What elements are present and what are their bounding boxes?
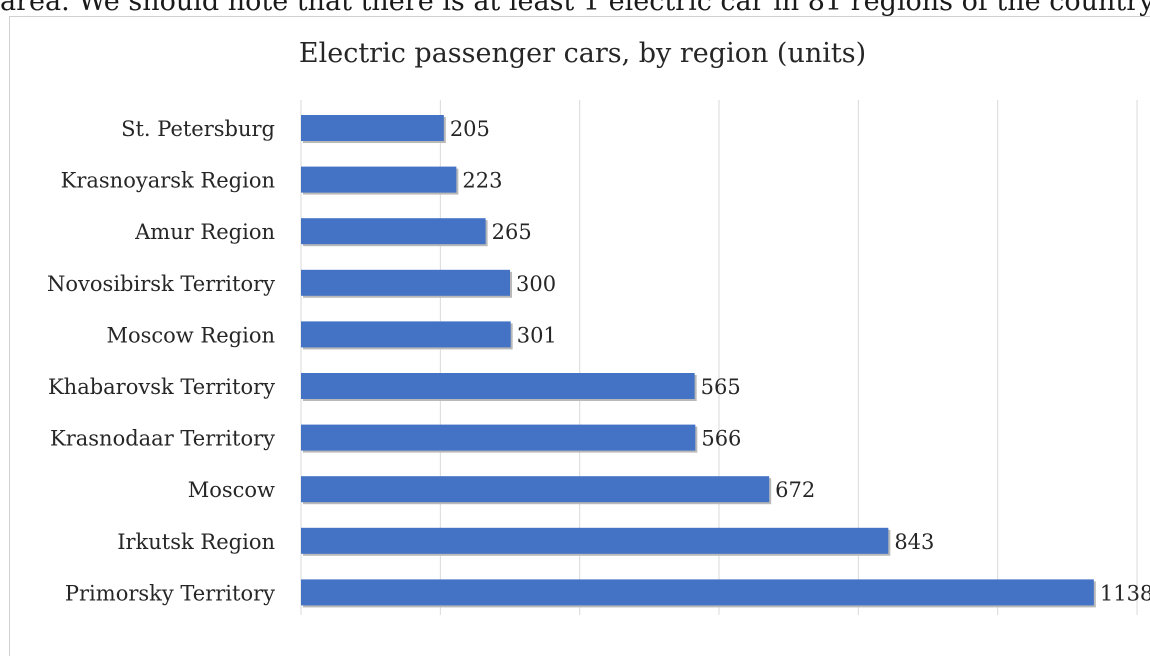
bars <box>301 115 1096 608</box>
bar <box>301 321 511 348</box>
data-label: 843 <box>894 530 934 554</box>
category-label: St. Petersburg <box>121 117 275 141</box>
data-label: 565 <box>701 375 741 399</box>
bar-chart: St. Petersburg Krasnoyarsk Region Amur Reg… <box>47 100 1150 615</box>
body-text-line: area. We should note that there is at le… <box>0 0 1150 17</box>
chart-title: Electric passenger cars, by region (unit… <box>298 38 867 69</box>
category-label: Khabarovsk Territory <box>48 375 275 399</box>
category-label: Primorsky Territory <box>65 581 275 605</box>
data-label: 265 <box>492 220 532 244</box>
bar <box>301 218 486 245</box>
chart-area <box>9 16 1150 656</box>
data-label: 1138 <box>1100 581 1150 605</box>
category-label: Irkutsk Region <box>117 530 275 554</box>
category-label: Novosibirsk Territory <box>47 272 275 296</box>
data-label: 223 <box>462 169 502 193</box>
bar <box>301 527 889 554</box>
bar <box>301 424 696 451</box>
data-label: 301 <box>517 323 557 347</box>
bar <box>301 166 457 193</box>
bar <box>301 373 695 399</box>
data-label: 300 <box>516 272 556 296</box>
bar <box>301 579 1094 606</box>
data-label: 205 <box>450 117 490 141</box>
category-label: Amur Region <box>134 220 275 244</box>
bar <box>301 476 770 503</box>
category-label: Moscow Region <box>106 323 275 347</box>
data-label: 566 <box>701 427 741 451</box>
category-label: Moscow <box>188 478 275 502</box>
bar <box>301 115 444 141</box>
data-label: 672 <box>775 478 815 502</box>
bar <box>301 269 511 296</box>
category-labels: St. Petersburg Krasnoyarsk Region Amur Reg… <box>47 117 275 605</box>
data-labels: 205 223 265 300 301 565 566 672 843 1138 <box>450 117 1150 605</box>
category-label: Krasnoyarsk Region <box>61 169 275 193</box>
category-label: Krasnodaar Territory <box>50 427 275 451</box>
